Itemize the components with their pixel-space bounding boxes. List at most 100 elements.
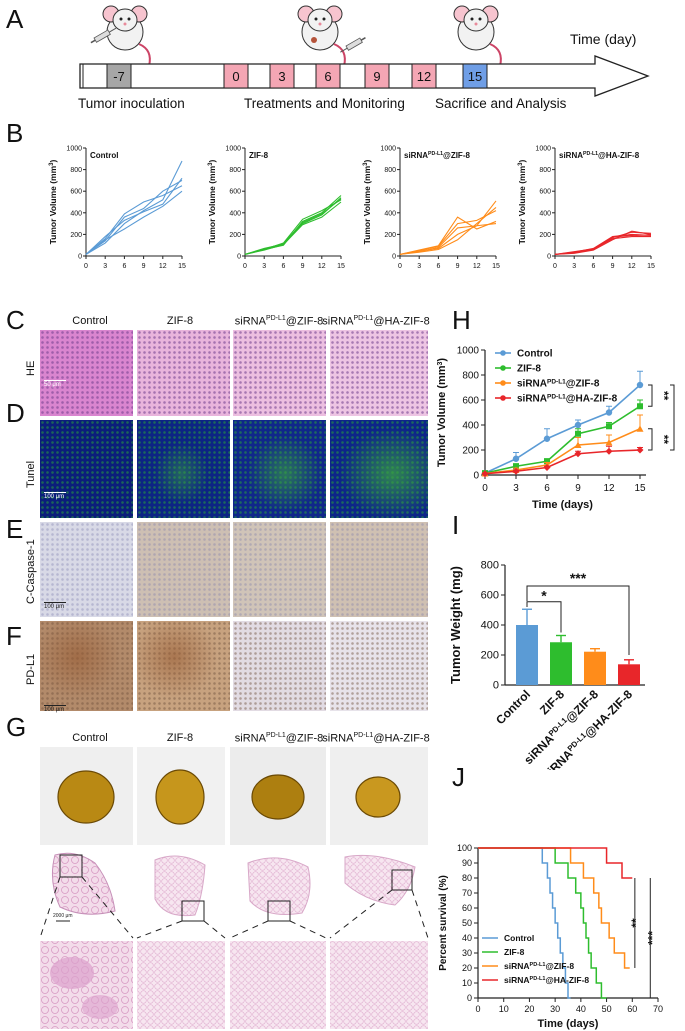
data-point bbox=[512, 467, 520, 475]
significance-label: ** bbox=[657, 435, 671, 445]
lung-col-si-ha: siRNAPD-L1@HA-ZIF-8 bbox=[322, 732, 430, 745]
y-axis-label: Tumor Volume (mm3) bbox=[517, 159, 527, 244]
x-tick-label: 0 bbox=[398, 263, 402, 270]
bar bbox=[516, 625, 538, 685]
label-part: @ZIF-8 bbox=[443, 151, 470, 160]
y-tick-label: 800 bbox=[70, 167, 82, 174]
mean-line bbox=[484, 449, 641, 475]
legend-label: ZIF-8 bbox=[517, 364, 541, 375]
y-tick-label: 0 bbox=[392, 254, 396, 261]
y-tick-label: 800 bbox=[539, 167, 551, 174]
x-tick-label: 0 bbox=[553, 263, 557, 270]
histology-col-si-zif: siRNAPD-L1@ZIF-8 bbox=[234, 315, 324, 328]
zoom-box bbox=[181, 900, 205, 922]
label-part: siRNA bbox=[517, 379, 547, 390]
x-tick-label: 6 bbox=[436, 263, 440, 270]
y-tick-label: 400 bbox=[539, 210, 551, 217]
histology-row-caspase: C-Caspase-1 bbox=[25, 539, 37, 604]
label-part: @ZIF-8 bbox=[566, 379, 600, 390]
lung-specimen bbox=[155, 769, 205, 825]
panel-letter-a: A bbox=[6, 4, 24, 34]
growth-line bbox=[244, 197, 342, 255]
chart-survival: 0 10 20 30 40 50 60 70 80 90 100 0 10 20 30 40 50 60 70 Tim… bbox=[438, 843, 663, 1030]
mean-line bbox=[484, 384, 641, 474]
y-tick-label: 50 bbox=[462, 918, 472, 928]
y-tick-label: 800 bbox=[462, 371, 479, 382]
histology-col-control: Control bbox=[72, 315, 108, 327]
data-point bbox=[574, 450, 582, 458]
panel-letter-c: C bbox=[6, 305, 25, 335]
histology-image bbox=[233, 420, 326, 518]
histology-row-pdl1: PD-L1 bbox=[25, 653, 37, 685]
y-tick-label: 0 bbox=[473, 471, 479, 482]
timeline-axis-label: Time (day) bbox=[570, 31, 636, 47]
y-axis-label: Tumor Volume (mm3) bbox=[436, 358, 448, 468]
lung-figure: 2000 μm bbox=[39, 747, 429, 1029]
panel-letter-i: I bbox=[452, 510, 460, 540]
timeline-day-label: 6 bbox=[324, 69, 331, 84]
histology-image bbox=[40, 621, 133, 711]
histology-col-si-ha: siRNAPD-L1@HA-ZIF-8 bbox=[322, 315, 430, 328]
x-tick-label: 3 bbox=[103, 263, 107, 270]
zoom-box bbox=[391, 869, 413, 891]
lung-col-si-zif: siRNAPD-L1@ZIF-8 bbox=[234, 732, 324, 745]
y-tick-label: 1000 bbox=[535, 146, 551, 153]
x-tick-label: 3 bbox=[572, 263, 576, 270]
x-tick-label: 3 bbox=[513, 483, 519, 494]
significance-label: ** bbox=[629, 918, 643, 928]
x-tick-label: 6 bbox=[544, 483, 550, 494]
survival-curve bbox=[478, 847, 571, 999]
legend-marker bbox=[500, 350, 506, 356]
syringe-icon bbox=[90, 27, 117, 44]
significance-bracket bbox=[648, 428, 653, 451]
histology-image bbox=[137, 522, 230, 617]
y-tick-label: 600 bbox=[70, 189, 82, 196]
timeline-day-box bbox=[269, 63, 295, 89]
subplot-title: siRNAPD-L1@HA-ZIF-8 bbox=[559, 151, 640, 160]
growth-line bbox=[244, 199, 342, 255]
x-tick-label: 9 bbox=[142, 263, 146, 270]
x-tick-label: 15 bbox=[647, 263, 655, 270]
lung-zoom-si-zif bbox=[230, 941, 326, 1029]
growth-line bbox=[244, 201, 342, 255]
histology-image bbox=[233, 621, 326, 711]
histology-image bbox=[137, 621, 230, 711]
y-tick-label: 200 bbox=[229, 232, 241, 239]
x-tick-label: 0 bbox=[482, 483, 488, 494]
growth-line bbox=[244, 195, 342, 255]
x-tick-label: 12 bbox=[473, 263, 481, 270]
mouse-icon bbox=[297, 5, 346, 67]
histology-image bbox=[40, 420, 133, 518]
data-point bbox=[513, 463, 519, 470]
lung-section bbox=[154, 855, 206, 917]
x-tick-label: 15 bbox=[178, 263, 186, 270]
significance-label: *** bbox=[570, 570, 587, 586]
label-sup: PD-L1 bbox=[428, 151, 443, 157]
x-tick-label: 40 bbox=[576, 1004, 586, 1014]
y-tick-label: 600 bbox=[539, 189, 551, 196]
data-point bbox=[636, 381, 644, 389]
x-tick-label: 10 bbox=[499, 1004, 509, 1014]
survival-curve bbox=[478, 847, 630, 969]
category-label: ZIF-8 bbox=[537, 687, 567, 717]
histology-row-tunel: Tunel bbox=[25, 460, 37, 488]
x-tick-label: 12 bbox=[628, 263, 636, 270]
timeline-day-label: 3 bbox=[278, 69, 285, 84]
data-point bbox=[544, 458, 550, 465]
significance-bracket bbox=[670, 384, 675, 451]
growth-line bbox=[554, 234, 652, 255]
lung-zoom-si-ha bbox=[330, 941, 428, 1029]
chart-mean-growth: 0 200 400 600 800 1000 0 3 6 9 12 15 Time (days) Tumo… bbox=[436, 346, 685, 512]
x-tick-label: 12 bbox=[159, 263, 167, 270]
timeline-phase-treatment: Treatments and Monitoring bbox=[244, 96, 405, 111]
significance-bracket bbox=[526, 585, 630, 655]
scale-bar-pdl1: 100 μm bbox=[44, 707, 65, 713]
label-part: siRNA bbox=[517, 394, 547, 405]
timeline-day-label: 0 bbox=[232, 69, 239, 84]
label-part: siRNA bbox=[504, 961, 530, 971]
y-tick-label: 1000 bbox=[66, 146, 82, 153]
data-point bbox=[481, 470, 489, 478]
label-part: siRNA bbox=[504, 975, 530, 985]
timeline-day-label: 12 bbox=[417, 69, 431, 84]
label-sup: PD-L1 bbox=[583, 151, 598, 157]
